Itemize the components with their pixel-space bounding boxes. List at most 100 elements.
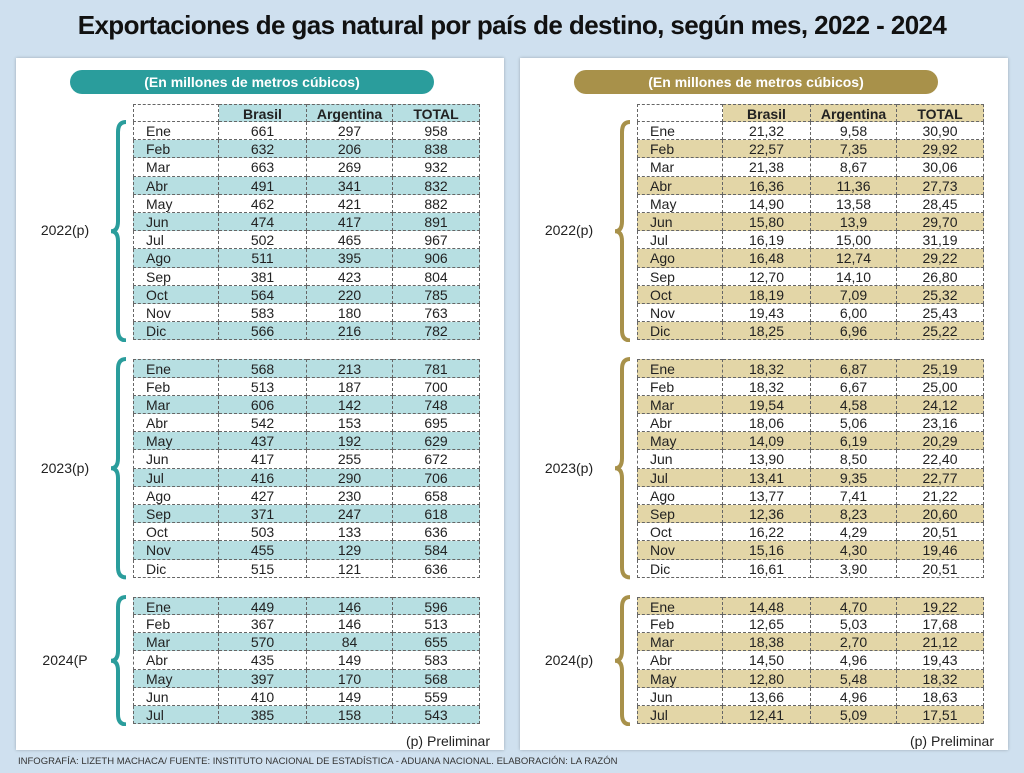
group-brace (110, 357, 127, 580)
value-cell: 397 (219, 669, 307, 688)
value-cell: 584 (393, 541, 480, 560)
value-cell: 462 (219, 194, 307, 213)
value-cell: 24,12 (897, 395, 984, 414)
month-cell: Abr (133, 414, 219, 433)
month-cell: Ago (133, 486, 219, 505)
month-cell: Ene (133, 122, 219, 141)
value-cell: 220 (307, 285, 393, 304)
value-cell: 804 (393, 267, 480, 286)
subtitle-pill: (En millones de metros cúbicos) (70, 70, 434, 94)
value-cell: 20,60 (897, 505, 984, 524)
month-cell: Nov (133, 541, 219, 560)
group-label: 2024(p) (544, 651, 594, 668)
value-cell: 568 (393, 669, 480, 688)
value-cell: 748 (393, 395, 480, 414)
value-cell: 832 (393, 176, 480, 195)
value-cell: 25,00 (897, 377, 984, 396)
value-cell: 449 (219, 596, 307, 615)
value-cell: 18,32 (723, 377, 811, 396)
value-cell: 149 (307, 687, 393, 706)
group-brace (614, 120, 631, 343)
value-cell: 22,77 (897, 468, 984, 487)
month-cell: Abr (133, 176, 219, 195)
value-cell: 583 (393, 651, 480, 670)
title: Exportaciones de gas natural por país de… (77, 10, 947, 40)
value-cell: 13,9 (811, 213, 897, 232)
group-label: 2023(p) (40, 459, 90, 476)
value-cell: 4,96 (811, 687, 897, 706)
value-cell: 427 (219, 486, 307, 505)
value-cell: 16,19 (723, 231, 811, 250)
group-brace (614, 594, 631, 727)
value-cell: 30,06 (897, 158, 984, 177)
month-cell: Sep (133, 267, 219, 286)
value-cell: 13,58 (811, 194, 897, 213)
value-cell: 5,03 (811, 615, 897, 634)
group-label: 2022(p) (544, 222, 594, 239)
value-cell: 7,41 (811, 486, 897, 505)
value-cell: 25,22 (897, 322, 984, 341)
column-header: TOTAL (393, 104, 480, 123)
value-cell: 16,22 (723, 523, 811, 542)
month-cell: Mar (133, 633, 219, 652)
value-cell: 410 (219, 687, 307, 706)
value-cell: 142 (307, 395, 393, 414)
column-header: Brasil (219, 104, 307, 123)
value-cell: 663 (219, 158, 307, 177)
value-cell: 21,38 (723, 158, 811, 177)
month-cell: Nov (637, 304, 723, 323)
value-cell: 146 (307, 615, 393, 634)
value-cell: 672 (393, 450, 480, 469)
value-cell: 606 (219, 395, 307, 414)
month-cell: Ago (637, 486, 723, 505)
value-cell: 706 (393, 468, 480, 487)
month-cell: Nov (637, 541, 723, 560)
month-cell: Dic (133, 322, 219, 341)
value-cell: 12,80 (723, 669, 811, 688)
value-cell: 16,61 (723, 559, 811, 578)
value-cell: 542 (219, 414, 307, 433)
month-cell: Feb (637, 377, 723, 396)
month-cell: Abr (637, 414, 723, 433)
value-cell: 465 (307, 231, 393, 250)
value-cell: 381 (219, 267, 307, 286)
month-cell: May (133, 669, 219, 688)
value-cell: 213 (307, 359, 393, 378)
value-cell: 12,70 (723, 267, 811, 286)
value-cell: 513 (393, 615, 480, 634)
value-cell: 17,51 (897, 706, 984, 725)
panel: (En millones de metros cúbicos) Brasil Arg… (520, 58, 1008, 750)
value-cell: 564 (219, 285, 307, 304)
value-cell: 632 (219, 140, 307, 159)
value-cell: 30,90 (897, 122, 984, 141)
value-cell: 8,23 (811, 505, 897, 524)
value-cell: 435 (219, 651, 307, 670)
value-cell: 455 (219, 541, 307, 560)
value-cell: 655 (393, 633, 480, 652)
value-cell: 838 (393, 140, 480, 159)
value-cell: 28,45 (897, 194, 984, 213)
month-cell: Feb (133, 615, 219, 634)
value-cell: 416 (219, 468, 307, 487)
brace-path (614, 120, 631, 343)
value-cell: 5,48 (811, 669, 897, 688)
value-cell: 782 (393, 322, 480, 341)
value-cell: 19,43 (723, 304, 811, 323)
value-cell: 4,29 (811, 523, 897, 542)
month-cell: Ene (637, 596, 723, 615)
month-cell: May (133, 432, 219, 451)
value-cell: 636 (393, 559, 480, 578)
value-cell: 187 (307, 377, 393, 396)
value-cell: 695 (393, 414, 480, 433)
month-cell: Ago (133, 249, 219, 268)
month-cell: Dic (637, 559, 723, 578)
value-cell: 385 (219, 706, 307, 725)
value-cell: 180 (307, 304, 393, 323)
month-cell: Oct (637, 285, 723, 304)
value-cell: 290 (307, 468, 393, 487)
value-cell: 763 (393, 304, 480, 323)
month-cell: Jun (637, 450, 723, 469)
value-cell: 129 (307, 541, 393, 560)
month-cell: Dic (133, 559, 219, 578)
column-header: Brasil (723, 104, 811, 123)
